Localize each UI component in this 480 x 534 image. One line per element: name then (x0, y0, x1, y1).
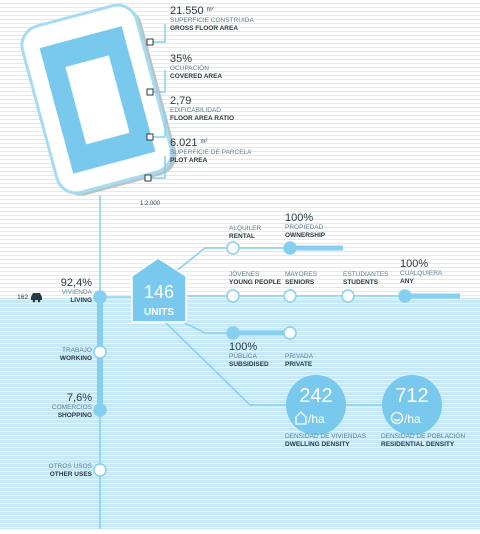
density-label-es: DENSIDAD DE POBLACIÓN (381, 431, 465, 440)
face-icon (390, 411, 404, 425)
metric-label-es: EDIFICABILIDAD (170, 107, 221, 114)
tenure-label-en: RENTAL (229, 233, 255, 240)
metric-label-es: SUPERFICIE DE PARCELA (170, 149, 252, 156)
resident-label-en: STUDENTS (343, 279, 379, 286)
use-label-es: COMERCIOS (52, 404, 93, 411)
density-unit: /ha (308, 412, 325, 426)
plot-drawing (20, 3, 177, 196)
metric-value: 35% (170, 53, 192, 65)
metric-label-en: FLOOR AREA RATIO (170, 115, 234, 122)
house-icon (295, 411, 307, 425)
resident-label-es: ESTUDIANTES (343, 271, 389, 278)
promotion-label-es: PÚBLICA (229, 351, 257, 360)
density-unit: /ha (404, 412, 421, 426)
metric-value: 6.021 (170, 137, 198, 149)
use-label-en: LIVING (70, 297, 92, 304)
callout-markers (144, 38, 154, 182)
use-value: 7,6% (67, 392, 92, 404)
promotion-label-en: SUBSIDISED (229, 361, 269, 368)
scale: 1:2.000 (140, 201, 161, 207)
resident-label-en: SENIORS (285, 279, 315, 286)
metric-label-es: OCUPACIÓN (170, 63, 209, 72)
units-count: 146 (144, 282, 174, 302)
metric-value: 21.550 (170, 5, 204, 17)
tenure-label-en: OWNERSHIP (285, 232, 326, 239)
density-value: 712 (395, 385, 428, 407)
metric-value: 2,79 (170, 95, 191, 107)
resident-label-es: CUALQUIERA (400, 270, 443, 277)
units-house (131, 257, 187, 323)
resident-label-es: MAYORES (285, 271, 318, 278)
promotion-value: 100% (229, 341, 257, 353)
subsidised-bar (233, 330, 290, 336)
use-label-en: WORKING (60, 355, 92, 362)
unit: m² (207, 7, 214, 13)
callouts (148, 24, 166, 179)
nodes (93, 241, 412, 477)
car-icon (31, 293, 42, 303)
density-label-en: DWELLING DENSITY (285, 441, 350, 448)
tenure-label-es: PROPIEDAD (285, 224, 324, 231)
metric-label-es: SUPERFICIE CONSTRUIDA (170, 17, 254, 24)
resident-label-es: JÓVENES (229, 269, 260, 278)
promotion-label-es: PRIVADA (285, 353, 314, 360)
metric-label-en: PLOT AREA (170, 157, 208, 164)
dwelling-density-circle (286, 375, 346, 435)
resident-value: 100% (400, 258, 428, 270)
unit: m² (201, 139, 208, 145)
promotion-label-en: PRIVATE (285, 361, 313, 368)
use-label-es: VIVIENDA (62, 289, 93, 296)
tenure-value: 100% (285, 212, 313, 224)
parking: 162 (17, 294, 28, 301)
use-value: 92,4% (61, 277, 92, 289)
ownership-bar (290, 245, 343, 251)
tenure-label-es: ALQUILER (229, 225, 261, 232)
use-label-es: TRABAJO (62, 347, 92, 354)
units-label: UNITS (144, 307, 174, 318)
density-label-es: DENSIDAD DE VIVIENDAS (285, 433, 367, 440)
resident-label-en: ANY (400, 278, 414, 285)
metric-label-en: COVERED AREA (170, 73, 222, 80)
metric-label-en: GROSS FLOOR AREA (170, 25, 238, 32)
use-label-en: OTHER USES (50, 471, 93, 478)
use-label-en: SHOPPING (58, 412, 92, 419)
density-label-en: RESIDENTIAL DENSITY (381, 441, 455, 448)
use-label-es: OTROS USOS (49, 463, 93, 470)
any-bar (405, 293, 460, 299)
density-value: 242 (299, 385, 332, 407)
resident-label-en: YOUNG PEOPLE (229, 279, 282, 286)
